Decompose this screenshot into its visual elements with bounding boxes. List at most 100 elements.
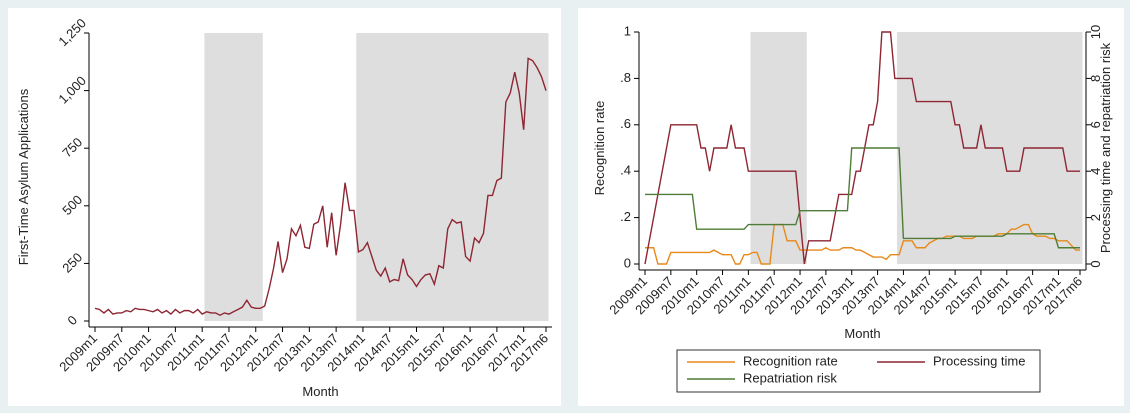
legend-label: Processing time (933, 353, 1025, 368)
y-axis-title: First-Time Asylum Applications (16, 88, 31, 265)
shade-bar (763, 32, 769, 264)
shade-bar (1004, 32, 1010, 264)
y2-axis-title: Processing time and repatriation risk (1098, 42, 1113, 253)
shade-bar (445, 33, 451, 321)
shade-bar (463, 33, 469, 321)
shade-bar (521, 33, 527, 321)
shade-bar (481, 33, 487, 321)
shade-bar (914, 32, 919, 264)
y-tick-label: 1 (624, 23, 631, 38)
shade-bar (776, 32, 781, 264)
shade-bar (365, 33, 370, 321)
shade-bar (508, 33, 513, 321)
legend-box (676, 349, 1041, 393)
shade-bar (759, 32, 764, 264)
shade-bar (767, 32, 773, 264)
shade-bar (750, 32, 756, 264)
y-tick-label: .6 (620, 116, 631, 131)
shade-bar (208, 33, 214, 321)
shade-bar (418, 33, 424, 321)
shade-bar (391, 33, 397, 321)
shade-bar (427, 33, 433, 321)
x-axis-title: Month (844, 326, 880, 341)
shade-bar (754, 32, 760, 264)
shade-bar (944, 32, 949, 264)
shade-bar (387, 33, 393, 321)
y-tick-label: .8 (620, 70, 631, 85)
shade-bar (784, 32, 790, 264)
shade-bar (490, 33, 495, 321)
shade-bar (414, 33, 420, 321)
shade-bar (534, 33, 540, 321)
shade-bar (383, 33, 388, 321)
shade-bar (503, 33, 509, 321)
shade-bar (1064, 32, 1070, 264)
shade-bar (793, 32, 799, 264)
shade-bar (360, 33, 366, 321)
shade-bar (436, 33, 442, 321)
y2-tick-label: 6 (1088, 121, 1103, 128)
shade-bar (476, 33, 482, 321)
shade-bar (400, 33, 406, 321)
shade-bar (952, 32, 958, 264)
shade-bar (797, 32, 803, 264)
y2-tick-label: 4 (1088, 168, 1103, 175)
shade-bar (957, 32, 962, 264)
x-axis-title: Month (302, 384, 338, 399)
shade-bar (485, 33, 491, 321)
shade-bar (494, 33, 500, 321)
data-line (94, 57, 547, 317)
shade-bar (467, 33, 473, 321)
shade-bar (226, 33, 232, 321)
shade-bar (927, 32, 932, 264)
legend-label: Recognition rate (743, 353, 838, 368)
shade-bar (1077, 32, 1083, 264)
shade-bar (525, 33, 531, 321)
shade-bar (935, 32, 941, 264)
y-tick-label: 0 (624, 255, 631, 270)
legend-label: Repatriation risk (743, 370, 837, 385)
shade-bar (217, 33, 223, 321)
shade-bar (978, 32, 984, 264)
shade-bar (222, 33, 228, 321)
shade-bar (432, 33, 437, 321)
shade-bar (918, 32, 924, 264)
shade-bar (1017, 32, 1023, 264)
shade-bar (543, 33, 549, 321)
shade-bar (789, 32, 794, 264)
shade-bar (405, 33, 411, 321)
y2-tick-label: 10 (1088, 25, 1103, 39)
shade-bar (901, 32, 906, 264)
shade-bar (922, 32, 928, 264)
shade-bar (539, 33, 545, 321)
shade-bar (204, 33, 210, 321)
shade-bar (1069, 32, 1074, 264)
shade-bar (780, 32, 786, 264)
shade-bar (940, 32, 945, 264)
shade-bar (249, 33, 254, 321)
shade-bar (213, 33, 219, 321)
shade-bar (516, 33, 522, 321)
shade-bar (530, 33, 536, 321)
shade-bar (378, 33, 384, 321)
shade-bar (253, 33, 259, 321)
y2-tick-label: 0 (1088, 260, 1103, 267)
shade-bar (458, 33, 464, 321)
shade-bar (356, 33, 361, 321)
y-axis-title: Recognition rate (592, 101, 607, 196)
shade-bar (948, 32, 954, 264)
y2-tick-label: 8 (1088, 75, 1103, 82)
shade-bar (374, 33, 379, 321)
y2-tick-label: 2 (1088, 214, 1103, 221)
shade-bar (1013, 32, 1018, 264)
shade-bar (369, 33, 375, 321)
shade-bar (802, 32, 807, 264)
shade-bar (423, 33, 428, 321)
shade-bar (905, 32, 911, 264)
shade-bar (1073, 32, 1079, 264)
data-line (645, 147, 1080, 249)
data-line (644, 31, 1080, 265)
shade-bar (512, 33, 518, 321)
y-tick-label: .4 (620, 163, 631, 178)
